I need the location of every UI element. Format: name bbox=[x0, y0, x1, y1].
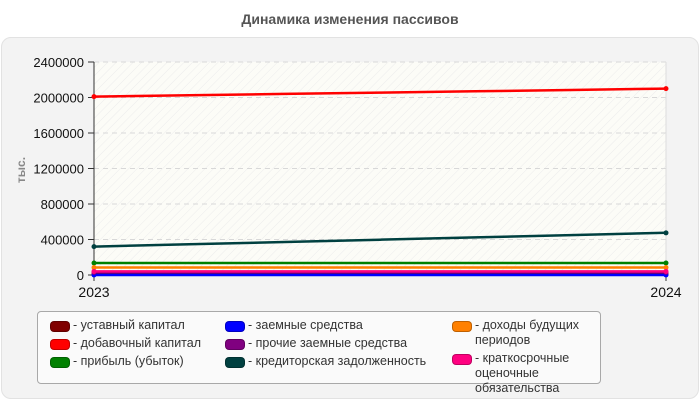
legend-label: - уставный капитал bbox=[73, 318, 185, 332]
legend-column-3: - доходы будущих периодов - краткосрочные… bbox=[452, 318, 602, 399]
legend-label: - доходы будущих периодов bbox=[475, 318, 580, 347]
legend-label: - кредиторская задолженность bbox=[248, 354, 427, 368]
data-point bbox=[91, 244, 97, 250]
data-point bbox=[663, 230, 669, 236]
data-point bbox=[663, 268, 669, 274]
y-tick-label: 0 bbox=[77, 268, 84, 283]
legend-swatch-icon bbox=[225, 357, 245, 368]
legend: - уставный капитал - добавочный капитал - … bbox=[37, 311, 601, 395]
legend-label: - прибыль (убыток) bbox=[73, 354, 184, 368]
legend-swatch-icon bbox=[225, 339, 245, 350]
legend-swatch-icon bbox=[50, 321, 70, 332]
legend-item: - доходы будущих периодов bbox=[452, 318, 602, 348]
y-tick-label: 2000000 bbox=[33, 91, 84, 106]
data-point bbox=[663, 260, 669, 266]
legend-item: - уставный капитал bbox=[50, 318, 201, 333]
legend-item: - кредиторская задолженность bbox=[225, 354, 426, 369]
data-point bbox=[663, 86, 669, 92]
legend-item: - заемные средства bbox=[225, 318, 426, 333]
legend-column-1: - уставный капитал - добавочный капитал - … bbox=[50, 318, 201, 372]
data-point bbox=[91, 264, 97, 270]
x-tick-label: 2024 bbox=[650, 284, 681, 300]
x-tick-label: 2023 bbox=[78, 284, 109, 300]
legend-swatch-icon bbox=[452, 321, 472, 332]
legend-label: - заемные средства bbox=[248, 318, 363, 332]
data-point bbox=[91, 260, 97, 266]
chart-title: Динамика изменения пассивов bbox=[241, 11, 459, 27]
y-axis-label: тыс. bbox=[14, 157, 28, 183]
data-point bbox=[91, 268, 97, 274]
legend-label: - краткосрочные оценочные обязательства bbox=[475, 351, 570, 395]
legend-item: - прибыль (убыток) bbox=[50, 354, 201, 369]
legend-item: - краткосрочные оценочные обязательства bbox=[452, 351, 602, 396]
series-line bbox=[93, 87, 667, 98]
legend-label: - прочие заемные средства bbox=[248, 336, 408, 350]
series-lines bbox=[91, 86, 669, 278]
legend-item: - добавочный капитал bbox=[50, 336, 201, 351]
y-tick-label: 1200000 bbox=[33, 162, 84, 177]
series-line bbox=[93, 231, 667, 248]
legend-swatch-icon bbox=[50, 339, 70, 350]
legend-swatch-icon bbox=[50, 357, 70, 368]
legend-label: - добавочный капитал bbox=[73, 336, 202, 350]
legend-swatch-icon bbox=[225, 321, 245, 332]
legend-swatch-icon bbox=[452, 354, 472, 365]
y-tick-label: 1600000 bbox=[33, 126, 84, 141]
y-tick-label: 400000 bbox=[41, 233, 84, 248]
data-point bbox=[663, 264, 669, 270]
x-axis-ticks: 2023 2024 bbox=[78, 275, 682, 300]
data-point bbox=[91, 94, 97, 100]
legend-column-2: - заемные средства - прочие заемные средс… bbox=[225, 318, 426, 372]
y-tick-label: 2400000 bbox=[33, 55, 84, 70]
y-tick-label: 800000 bbox=[41, 197, 84, 212]
legend-item: - прочие заемные средства bbox=[225, 336, 426, 351]
y-axis-ticks: 0 400000 800000 1200000 1600000 2000000 240000… bbox=[33, 55, 94, 283]
